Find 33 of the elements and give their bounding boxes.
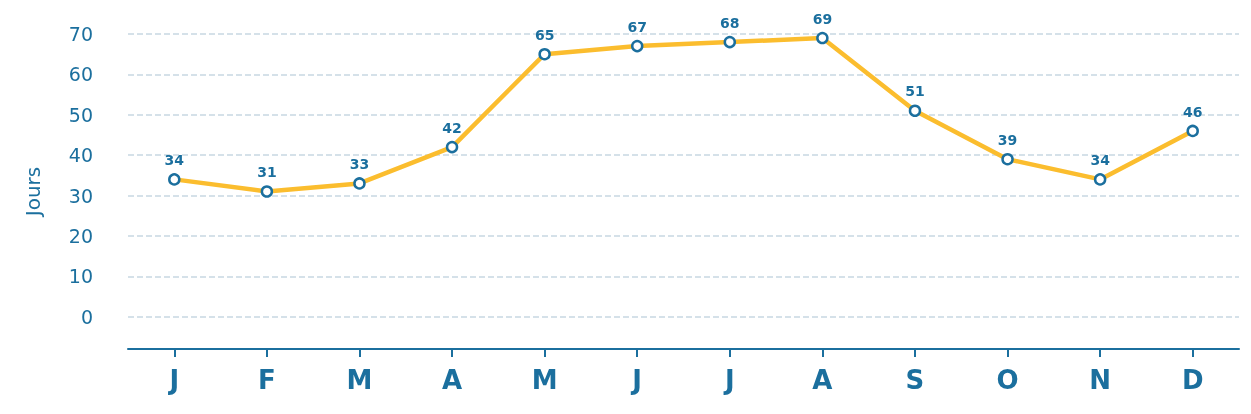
x-tick-label: F bbox=[257, 365, 276, 395]
y-axis-title: Jours bbox=[21, 166, 45, 219]
x-tick-label: O bbox=[996, 365, 1019, 395]
x-tick-label: A bbox=[812, 365, 833, 395]
x-tick-label: M bbox=[346, 365, 373, 395]
y-tick-label: 10 bbox=[68, 265, 93, 288]
x-tick-label: J bbox=[167, 365, 180, 395]
data-label: 51 bbox=[905, 83, 925, 100]
y-tick-label: 0 bbox=[80, 305, 93, 328]
data-label: 34 bbox=[164, 152, 185, 169]
y-tick-label: 50 bbox=[68, 103, 93, 126]
data-label: 39 bbox=[997, 131, 1018, 148]
y-tick-label: 70 bbox=[68, 23, 93, 45]
x-tick-label: M bbox=[531, 365, 558, 395]
data-label: 67 bbox=[627, 18, 647, 35]
data-label: 46 bbox=[1182, 103, 1203, 120]
x-tick-label: D bbox=[1181, 365, 1204, 395]
data-label: 31 bbox=[257, 164, 277, 181]
data-label: 68 bbox=[720, 14, 740, 31]
x-tick-label: S bbox=[905, 365, 925, 395]
data-label: 65 bbox=[534, 26, 555, 43]
y-tick-label: 30 bbox=[68, 184, 93, 207]
data-label: 34 bbox=[1090, 152, 1111, 169]
data-label: 33 bbox=[349, 156, 370, 173]
x-tick-label: A bbox=[441, 365, 463, 395]
data-label: 69 bbox=[812, 10, 833, 27]
y-tick-label: 40 bbox=[68, 144, 93, 167]
x-tick-label: J bbox=[722, 365, 735, 395]
y-tick-label: 20 bbox=[68, 224, 93, 247]
x-tick-label: N bbox=[1089, 365, 1112, 395]
data-label: 42 bbox=[442, 119, 462, 136]
y-tick-label: 60 bbox=[68, 63, 93, 86]
x-tick-label: J bbox=[630, 365, 643, 395]
